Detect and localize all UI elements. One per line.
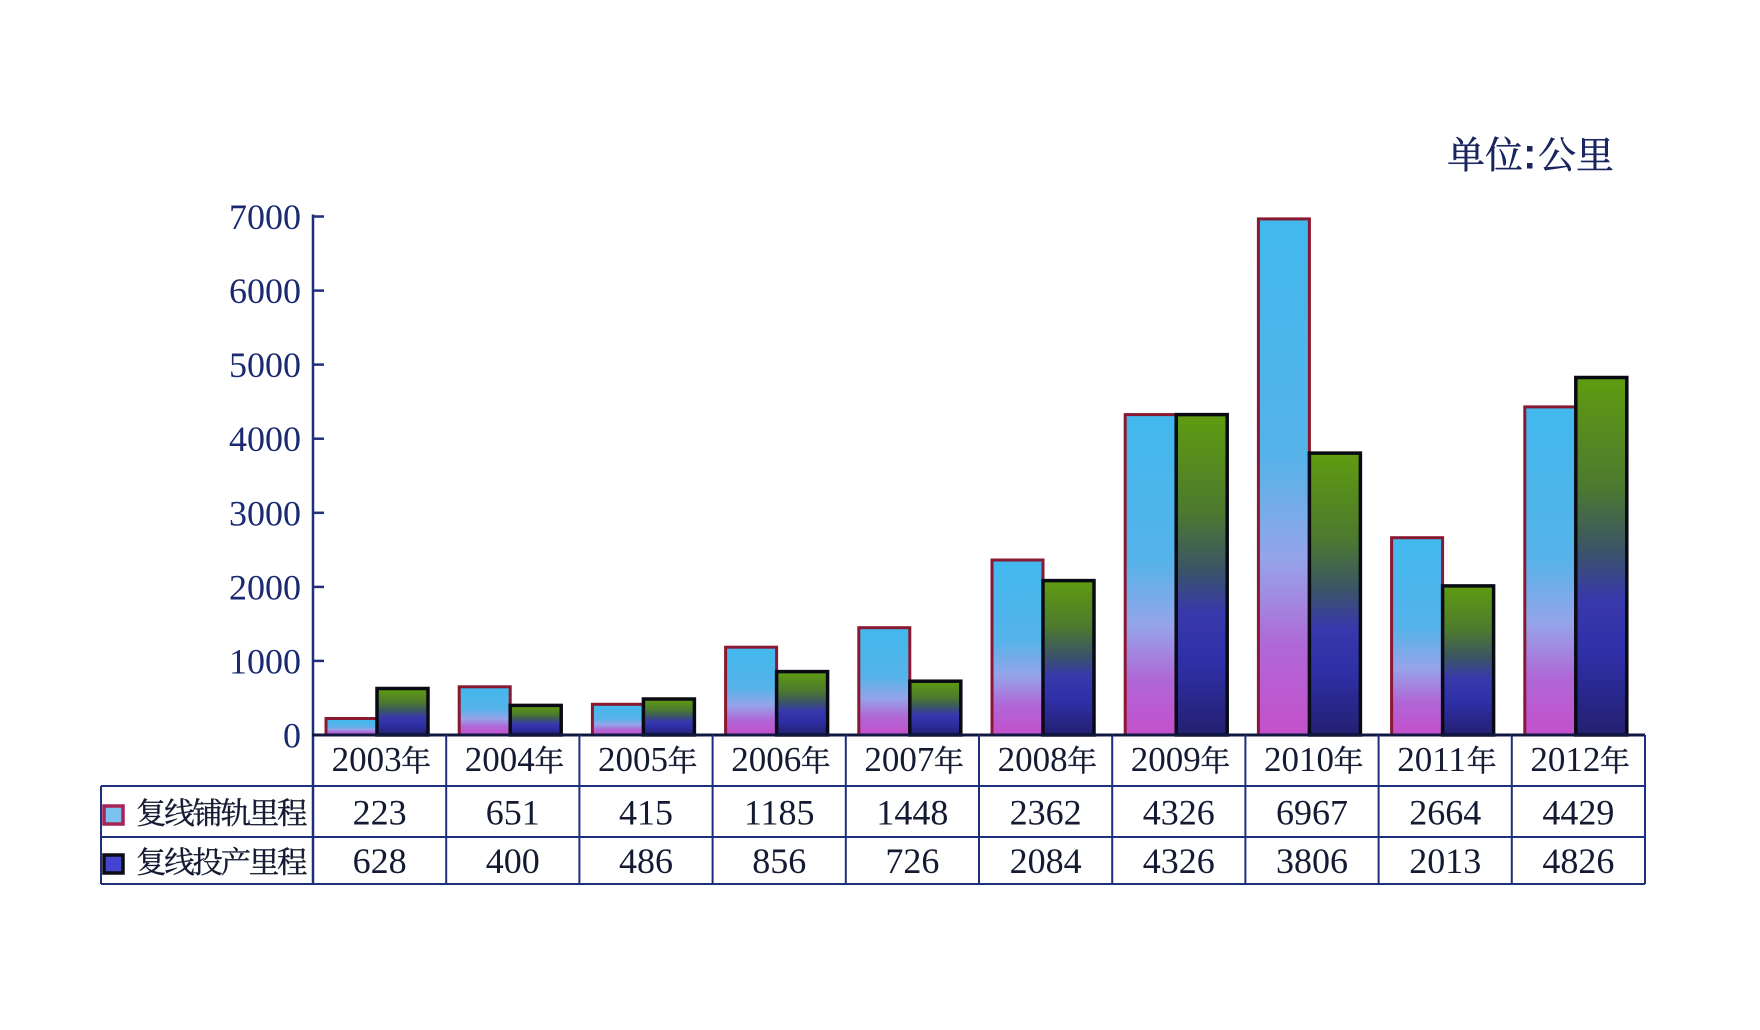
svg-text:6967: 6967 (1276, 793, 1348, 833)
svg-text:2005: 2005 (598, 740, 668, 779)
svg-text:4326: 4326 (1143, 793, 1215, 833)
svg-text:2012: 2012 (1530, 740, 1600, 779)
svg-text:1000: 1000 (229, 641, 301, 681)
svg-text:2011: 2011 (1397, 740, 1466, 779)
svg-text:3806: 3806 (1276, 841, 1348, 881)
svg-text:415: 415 (619, 793, 673, 833)
svg-text:4000: 4000 (229, 419, 301, 459)
svg-text:400: 400 (486, 841, 540, 881)
svg-text:3000: 3000 (229, 493, 301, 533)
svg-text:2007: 2007 (864, 740, 934, 779)
svg-text:4429: 4429 (1542, 793, 1614, 833)
svg-text:2003: 2003 (332, 740, 402, 779)
svg-text:1448: 1448 (876, 793, 948, 833)
svg-text:486: 486 (619, 841, 673, 881)
svg-text:4326: 4326 (1143, 841, 1215, 881)
svg-text:7000: 7000 (229, 197, 301, 237)
svg-text:2013: 2013 (1409, 841, 1481, 881)
svg-text:2009: 2009 (1131, 740, 1201, 779)
svg-text:2084: 2084 (1010, 841, 1082, 881)
svg-text:2664: 2664 (1409, 793, 1481, 833)
svg-text:856: 856 (752, 841, 806, 881)
svg-text:2000: 2000 (229, 567, 301, 607)
svg-text:1185: 1185 (744, 793, 815, 833)
svg-text:2006: 2006 (731, 740, 801, 779)
svg-text:2008: 2008 (998, 740, 1068, 779)
svg-text:2004: 2004 (465, 740, 535, 779)
svg-text:2362: 2362 (1010, 793, 1082, 833)
svg-text:6000: 6000 (229, 271, 301, 311)
svg-text:651: 651 (486, 793, 540, 833)
svg-text:628: 628 (353, 841, 407, 881)
svg-text:2010: 2010 (1264, 740, 1334, 779)
svg-text:726: 726 (885, 841, 939, 881)
svg-text:4826: 4826 (1542, 841, 1614, 881)
svg-text:5000: 5000 (229, 345, 301, 385)
svg-text:223: 223 (353, 793, 407, 833)
svg-text:0: 0 (283, 716, 301, 756)
